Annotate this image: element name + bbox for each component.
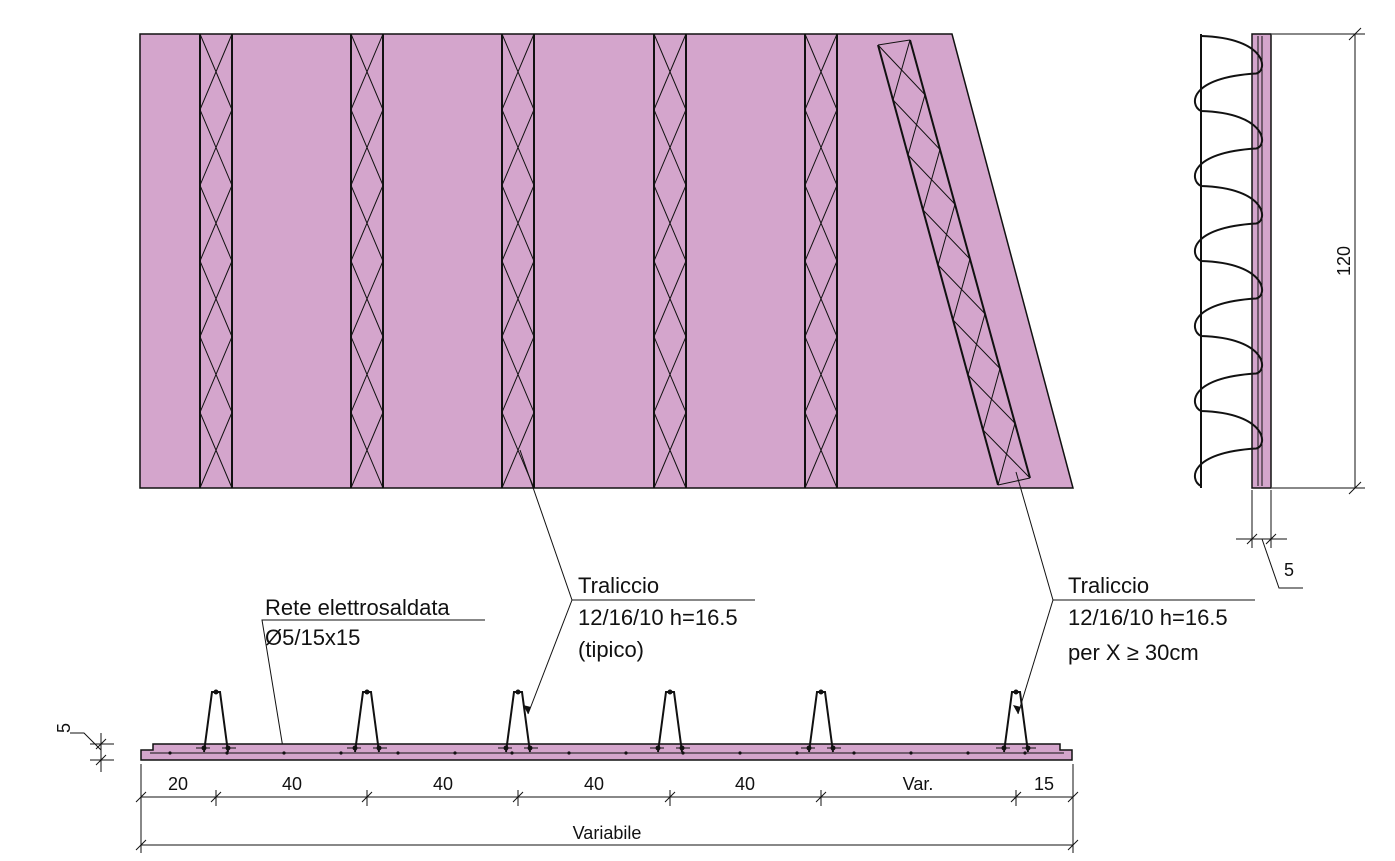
truss-diagonal — [653, 33, 687, 489]
dim-height-label: 120 — [1334, 246, 1354, 276]
dim-tick — [1067, 839, 1079, 851]
truss-typical-note: (tipico) — [578, 637, 644, 662]
truss-end — [877, 39, 911, 46]
dim-seg-2: 40 — [282, 774, 302, 794]
dim-leader — [1261, 538, 1303, 589]
dim-leader — [70, 732, 102, 751]
leader-arrow — [1013, 705, 1021, 714]
mesh-bar — [852, 751, 856, 755]
truss-profile — [1003, 691, 1029, 753]
section-truss — [650, 689, 690, 753]
plan-view — [139, 33, 1074, 489]
truss-bar — [1013, 689, 1019, 695]
leader-truss-oblique-section — [1017, 599, 1054, 715]
truss-diagonal — [892, 39, 1031, 479]
section-trusses — [196, 689, 1036, 753]
dim-tick — [1348, 481, 1362, 495]
truss-profile — [808, 691, 834, 753]
leader-arrow — [523, 705, 531, 714]
truss-oblique-title: Traliccio — [1068, 573, 1149, 598]
oblique-truss — [877, 39, 1031, 486]
dim-tick — [135, 839, 147, 851]
mesh-bar — [681, 751, 685, 755]
section-truss — [801, 689, 841, 753]
plan-truss — [350, 33, 384, 489]
truss-bar — [515, 689, 521, 695]
truss-typical-spec: 12/16/10 h=16.5 — [578, 605, 738, 630]
truss-diagonal — [199, 33, 233, 489]
mesh-bar — [339, 751, 343, 755]
dim-tick — [1348, 27, 1362, 41]
plan-panel — [139, 33, 1074, 489]
truss-oblique-note: per X ≥ 30cm — [1068, 640, 1199, 665]
dim-seg-7: 15 — [1034, 774, 1054, 794]
truss-bar — [667, 689, 673, 695]
plan-truss — [653, 33, 687, 489]
plan-truss — [804, 33, 838, 489]
mesh-bar — [966, 751, 970, 755]
dim-seg-1: 20 — [168, 774, 188, 794]
dimension-chain: Variabile 20 40 40 40 40 Var. 15 — [135, 764, 1079, 853]
dim-side-thickness-label: 5 — [1284, 560, 1294, 580]
truss-diagonal — [350, 33, 384, 489]
mesh-bar — [168, 751, 172, 755]
truss-diagonal — [877, 44, 1016, 486]
dim-tick — [1246, 533, 1258, 545]
truss-bar — [213, 689, 219, 695]
plan-truss — [501, 33, 535, 489]
truss-oblique-spec: 12/16/10 h=16.5 — [1068, 605, 1228, 630]
side-truss-wave — [1193, 35, 1264, 487]
truss-diagonal — [350, 33, 384, 489]
mesh-callout-title: Rete elettrosaldata — [265, 595, 450, 620]
plan-truss — [199, 33, 233, 489]
truss-bar — [364, 689, 370, 695]
dim-seg-6: Var. — [903, 774, 934, 794]
section-truss — [498, 689, 538, 753]
dim-section-thickness-label: 5 — [54, 723, 74, 733]
mesh-bar — [282, 751, 286, 755]
section-truss — [347, 689, 387, 753]
mesh-callout-spec: Ø5/15x15 — [265, 625, 360, 650]
mesh-bar — [909, 751, 913, 755]
mesh-bar — [795, 751, 799, 755]
dim-seg-3: 40 — [433, 774, 453, 794]
mesh-bar — [624, 751, 628, 755]
truss-diagonal — [501, 33, 535, 489]
truss-diagonal — [199, 33, 233, 489]
section-view: 5 — [54, 689, 1073, 772]
truss-end — [997, 477, 1031, 486]
dim-tick — [1265, 533, 1277, 545]
dim-seg-4: 40 — [584, 774, 604, 794]
dim-seg-5: 40 — [735, 774, 755, 794]
mesh-bar — [1023, 751, 1027, 755]
truss-diagonal — [804, 33, 838, 489]
mesh-bar — [225, 751, 229, 755]
truss-profile — [203, 691, 229, 753]
truss-profile — [505, 691, 531, 753]
mesh-bar — [567, 751, 571, 755]
leader-mesh — [261, 619, 485, 749]
dim-total-label: Variabile — [573, 823, 642, 843]
mesh-bar — [510, 751, 514, 755]
callout-leaders — [261, 449, 1255, 749]
mesh-bar — [396, 751, 400, 755]
mesh-bar — [453, 751, 457, 755]
truss-diagonal — [804, 33, 838, 489]
plan-trusses — [199, 33, 838, 489]
truss-profile — [354, 691, 380, 753]
truss-diagonal — [653, 33, 687, 489]
section-truss — [196, 689, 236, 753]
dim-tick — [95, 754, 107, 766]
truss-bar — [818, 689, 824, 695]
truss-typical-title: Traliccio — [578, 573, 659, 598]
side-view: 120 5 — [1193, 27, 1365, 589]
section-slab — [140, 743, 1073, 761]
truss-diagonal — [501, 33, 535, 489]
mesh-bar — [738, 751, 742, 755]
leader-truss-typical-section — [527, 599, 573, 715]
truss-profile — [657, 691, 683, 753]
mesh-bars — [168, 751, 1027, 755]
section-truss — [996, 689, 1036, 753]
